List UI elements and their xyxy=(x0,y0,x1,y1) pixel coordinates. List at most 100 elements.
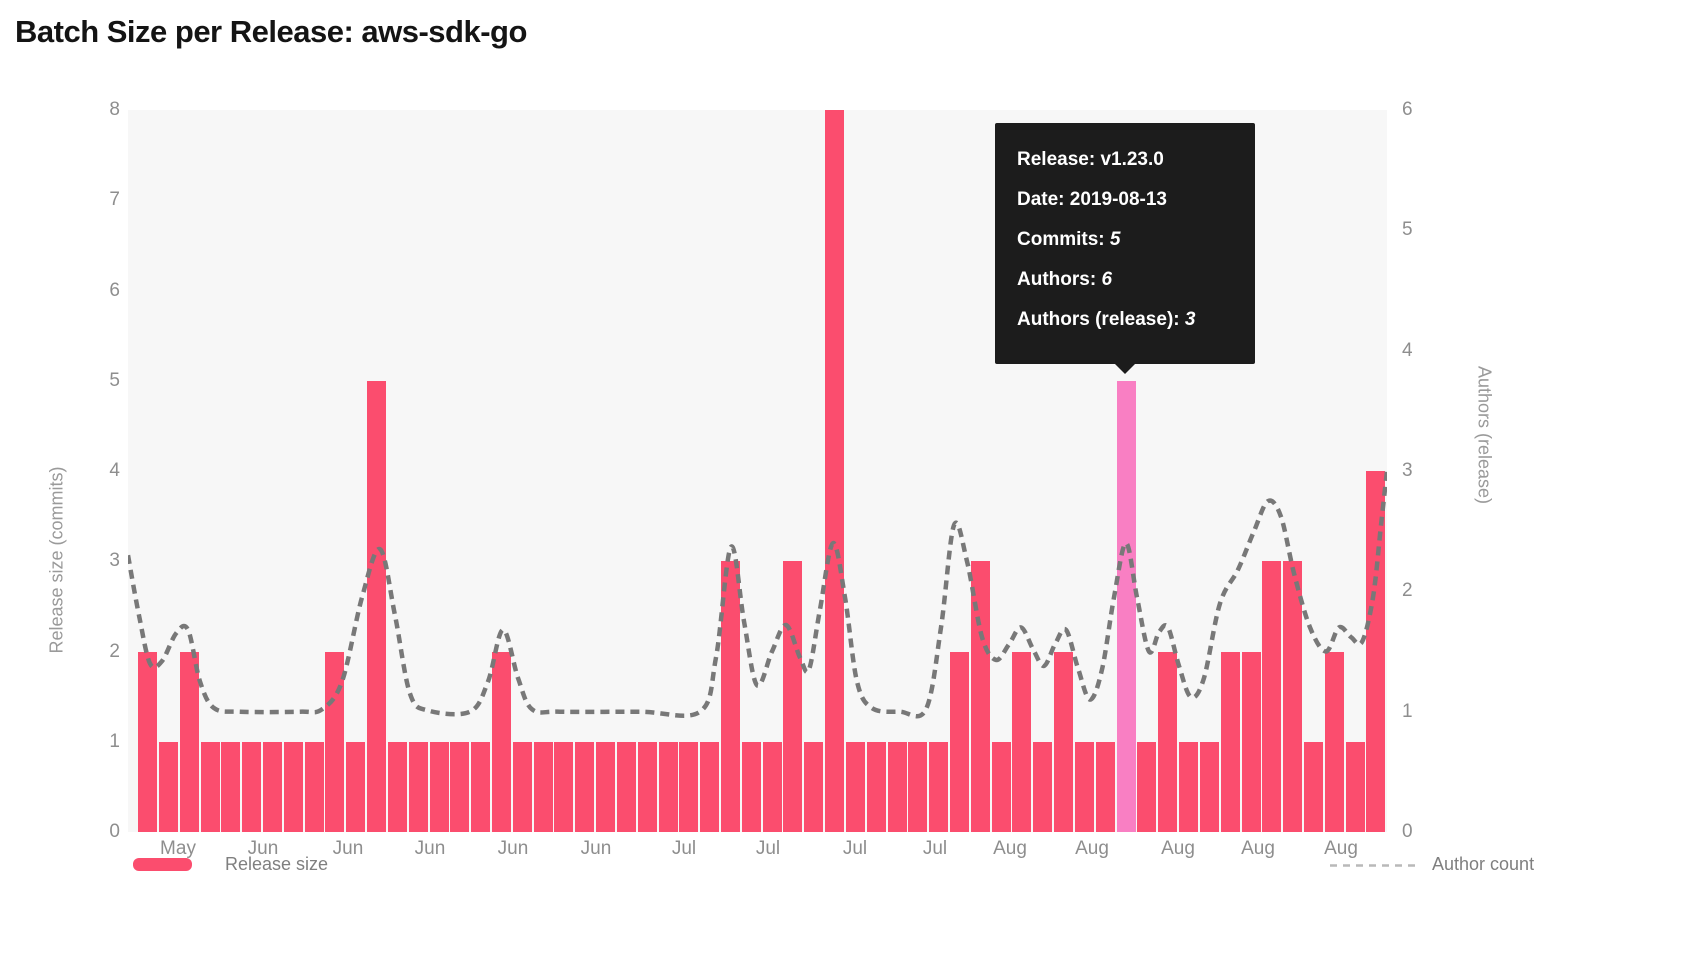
left-tick-7: 7 xyxy=(109,189,120,211)
bar[interactable] xyxy=(991,741,1011,832)
bar[interactable] xyxy=(1095,741,1115,832)
bar[interactable] xyxy=(450,741,470,832)
right-tick-2: 2 xyxy=(1402,580,1413,602)
bar[interactable] xyxy=(408,741,428,832)
bar[interactable] xyxy=(1033,741,1053,832)
right-tick-5: 5 xyxy=(1402,219,1413,241)
left-axis-title: Release size (commits) xyxy=(46,466,67,654)
right-tick-4: 4 xyxy=(1402,339,1413,361)
left-tick-4: 4 xyxy=(109,460,120,481)
bar[interactable] xyxy=(741,741,761,832)
bar[interactable] xyxy=(471,741,491,832)
x-label-aug-12: Aug xyxy=(1161,838,1195,859)
bar[interactable] xyxy=(1158,651,1178,832)
bar[interactable] xyxy=(179,651,199,832)
bar[interactable] xyxy=(1199,741,1219,832)
bar[interactable] xyxy=(1241,651,1261,832)
bar[interactable] xyxy=(679,741,699,832)
x-label-jun-2: Jun xyxy=(332,838,364,859)
x-label-jun-4: Jun xyxy=(497,838,529,859)
bar[interactable] xyxy=(825,110,845,832)
right-axis-title: Authors (release) xyxy=(1474,365,1495,505)
bar[interactable] xyxy=(242,741,262,832)
tooltip-value: 2019-08-13 xyxy=(1069,189,1167,210)
tooltip-line: Release: v1.23.0 xyxy=(1017,140,1255,180)
bar[interactable] xyxy=(367,380,386,832)
bar[interactable] xyxy=(1324,651,1344,832)
bar[interactable] xyxy=(970,561,990,832)
bar[interactable] xyxy=(325,651,345,832)
bar[interactable] xyxy=(887,741,907,832)
x-label-jul-7: Jul xyxy=(755,838,781,859)
x-label-aug-11: Aug xyxy=(1075,838,1109,859)
tooltip-label: Commits: xyxy=(1017,229,1110,250)
bar[interactable] xyxy=(783,561,803,832)
legend: Release size Author count xyxy=(0,846,1681,886)
bar[interactable] xyxy=(762,741,782,832)
bar[interactable] xyxy=(575,741,595,832)
tooltip-label: Authors (release): xyxy=(1017,309,1185,330)
bar[interactable] xyxy=(950,651,969,832)
bar[interactable] xyxy=(304,741,324,832)
bar[interactable] xyxy=(1054,651,1074,832)
bar[interactable] xyxy=(346,741,366,832)
legend-label-author-count[interactable]: Author count xyxy=(1432,854,1535,874)
bar[interactable] xyxy=(262,741,282,832)
right-tick-3: 3 xyxy=(1402,460,1413,481)
bar[interactable] xyxy=(554,741,574,832)
bar[interactable] xyxy=(700,741,720,832)
bar[interactable] xyxy=(1303,741,1323,832)
left-tick-8: 8 xyxy=(109,99,120,120)
bar[interactable] xyxy=(283,741,303,832)
release-size-swatch[interactable] xyxy=(133,858,192,871)
bar[interactable] xyxy=(804,741,824,832)
bar[interactable] xyxy=(1012,651,1032,832)
bar[interactable] xyxy=(845,741,865,832)
bar[interactable] xyxy=(1074,741,1094,832)
bar[interactable] xyxy=(616,741,636,832)
bar[interactable] xyxy=(491,651,511,832)
left-tick-2: 2 xyxy=(109,640,120,662)
bar[interactable] xyxy=(533,741,553,832)
bar[interactable] xyxy=(866,741,886,832)
right-tick-1: 1 xyxy=(1402,700,1413,722)
bar[interactable] xyxy=(1366,471,1386,832)
author-count-dash-icon[interactable] xyxy=(1330,863,1420,868)
legend-label-release-size[interactable]: Release size xyxy=(225,854,329,874)
right-tick-6: 6 xyxy=(1402,99,1413,120)
bar-highlighted[interactable] xyxy=(1116,380,1136,832)
bar[interactable] xyxy=(1220,651,1240,832)
bar[interactable] xyxy=(1262,561,1282,832)
bar[interactable] xyxy=(1137,741,1157,832)
tooltip-label: Authors: xyxy=(1017,269,1102,290)
bar[interactable] xyxy=(1345,741,1365,832)
bar[interactable] xyxy=(1283,561,1303,832)
bar[interactable] xyxy=(637,741,657,832)
tooltip: Release: v1.23.0 Date: 2019-08-13 Commits:… xyxy=(995,123,1255,374)
bar[interactable] xyxy=(512,741,532,832)
x-label-jul-9: Jul xyxy=(922,838,948,859)
bar[interactable] xyxy=(158,741,178,832)
left-tick-6: 6 xyxy=(109,279,120,301)
bar[interactable] xyxy=(596,741,615,832)
tooltip-arrow xyxy=(1114,363,1136,374)
bar[interactable] xyxy=(429,741,449,832)
tooltip-lines: Release: v1.23.0 Date: 2019-08-13 Commits:… xyxy=(1017,140,1255,340)
x-label-jun-1: Jun xyxy=(247,838,279,859)
bar[interactable] xyxy=(658,741,678,832)
x-label-may-0: May xyxy=(160,838,196,859)
right-tick-0: 0 xyxy=(1402,821,1413,842)
bar[interactable] xyxy=(387,741,407,832)
x-label-jun-5: Jun xyxy=(580,838,612,859)
tooltip-value: 6 xyxy=(1101,269,1113,290)
tooltip-label: Release: xyxy=(1017,149,1101,170)
bar[interactable] xyxy=(221,741,241,832)
bar[interactable] xyxy=(1179,741,1198,832)
bar[interactable] xyxy=(138,651,157,832)
tooltip-line: Commits: 5 xyxy=(1017,220,1255,260)
x-label-aug-13: Aug xyxy=(1241,838,1275,859)
bar[interactable] xyxy=(721,561,740,832)
bar[interactable] xyxy=(200,741,220,832)
bar[interactable] xyxy=(908,741,928,832)
bar[interactable] xyxy=(929,741,949,832)
